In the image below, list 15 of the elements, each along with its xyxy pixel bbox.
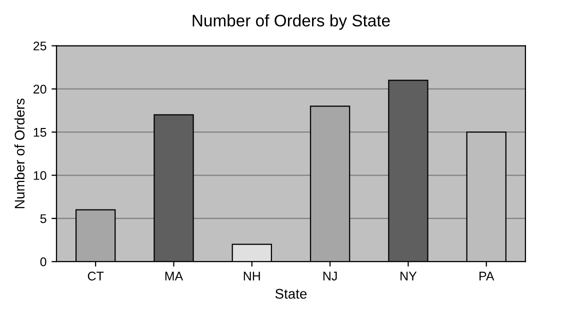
x-tick-label: NY: [400, 272, 417, 280]
y-tick-label: 0: [40, 257, 46, 266]
x-tick-label: NH: [244, 272, 260, 280]
x-tick-label: MA: [165, 272, 184, 280]
y-tick-label: 25: [34, 42, 46, 50]
y-tick-label: 10: [34, 171, 46, 180]
chart-title: Number of Orders by State: [192, 14, 390, 30]
x-axis-title: State: [275, 288, 307, 299]
x-tick-label: NJ: [323, 272, 337, 281]
y-tick-label: 20: [34, 84, 46, 94]
x-tick-label: PA: [480, 272, 494, 280]
y-tick-label: 5: [40, 214, 46, 224]
x-tick-label: CT: [88, 272, 104, 281]
y-tick-label: 15: [34, 128, 46, 137]
y-axis-title: Number of Orders: [14, 98, 25, 208]
